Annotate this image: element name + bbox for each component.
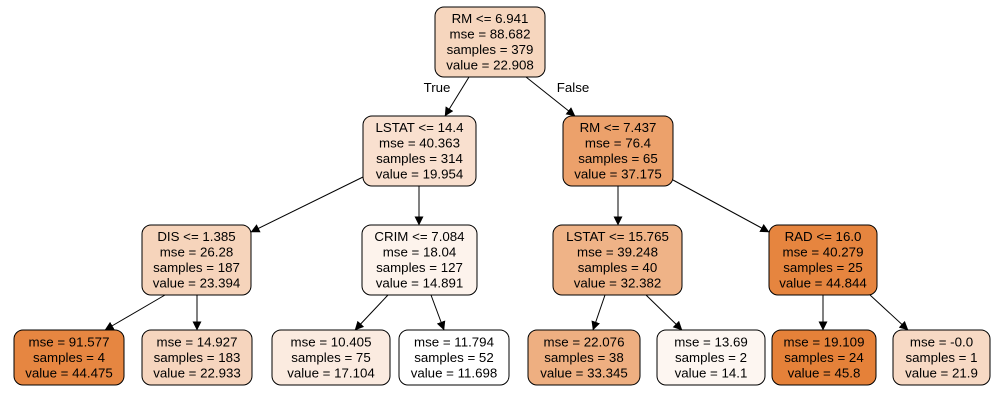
node-box: [552, 224, 683, 296]
node-line: samples = 52: [414, 350, 493, 365]
node-line: value = 22.908: [446, 58, 534, 73]
node-box: [768, 224, 878, 296]
node-line: value = 44.844: [779, 276, 867, 291]
node-line: value = 19.954: [376, 167, 464, 182]
node-line: RM <= 7.437: [580, 120, 657, 135]
edge-n3-to-n7: [104, 294, 166, 331]
node-line: value = 33.345: [540, 365, 628, 380]
node-box: [562, 115, 674, 187]
node-line: samples = 65: [578, 151, 657, 166]
node-line: samples = 127: [376, 260, 463, 275]
edge-n0-to-n1: [444, 76, 470, 117]
node-line: LSTAT <= 15.765: [566, 229, 669, 244]
node-line: RM <= 6.941: [452, 11, 529, 26]
node-box: [13, 329, 125, 386]
node-line: value = 14.1: [675, 365, 748, 380]
node-line: value = 11.698: [411, 365, 498, 380]
node-line: value = 14.891: [376, 276, 464, 291]
node-line: mse = 18.04: [383, 245, 457, 260]
edges-layer: True False: [104, 76, 909, 331]
node-line: value = 32.382: [574, 276, 662, 291]
node-line: value = 21.9: [905, 365, 978, 380]
edge-n2-to-n6: [672, 179, 770, 233]
node-line: samples = 24: [784, 350, 863, 365]
node-line: samples = 40: [578, 260, 657, 275]
node-box: [141, 329, 253, 386]
node-line: LSTAT <= 14.4: [376, 120, 464, 135]
node-line: mse = 40.279: [783, 245, 864, 260]
node-box: [271, 329, 391, 386]
node-box: [361, 224, 478, 296]
node-line: samples = 1: [905, 350, 977, 365]
node-line: RAD <= 16.0: [785, 229, 862, 244]
edge-n5-to-n11: [591, 294, 606, 331]
node-line: samples = 4: [33, 350, 105, 365]
node-box: [892, 329, 991, 386]
node-box: [527, 329, 641, 386]
node-line: samples = 379: [447, 42, 534, 57]
edge-n4-to-n9: [354, 294, 389, 331]
node-line: samples = 314: [376, 151, 463, 166]
node-line: samples = 38: [544, 350, 623, 365]
node-line: mse = 11.794: [414, 334, 494, 349]
edge-n6-to-n14: [869, 294, 909, 331]
node-line: CRIM <= 7.084: [374, 229, 464, 244]
node-line: samples = 75: [291, 350, 370, 365]
node-line: value = 22.933: [153, 365, 241, 380]
node-box: [771, 329, 877, 386]
node-line: mse = 19.109: [784, 334, 865, 349]
node-line: mse = 26.28: [160, 245, 234, 260]
node-line: mse = -0.0: [910, 334, 973, 349]
node-line: mse = 39.248: [577, 245, 658, 260]
edge-label-false: False: [557, 80, 590, 95]
node-box: [656, 329, 766, 386]
node-line: mse = 91.577: [29, 334, 110, 349]
edge-n0-to-n2: [525, 76, 576, 117]
node-line: mse = 10.405: [291, 334, 372, 349]
node-line: mse = 40.363: [379, 136, 460, 151]
node-line: mse = 14.927: [157, 334, 238, 349]
node-line: value = 45.8: [788, 365, 861, 380]
node-line: mse = 76.4: [585, 136, 651, 151]
node-box: [141, 224, 252, 296]
node-line: samples = 25: [783, 260, 862, 275]
node-box: [434, 6, 546, 78]
node-line: value = 37.175: [574, 167, 662, 182]
node-line: samples = 183: [154, 350, 241, 365]
node-line: samples = 2: [675, 350, 747, 365]
node-line: mse = 88.682: [450, 27, 531, 42]
node-line: value = 17.104: [287, 365, 375, 380]
node-line: value = 44.475: [25, 365, 113, 380]
node-line: value = 23.394: [153, 276, 241, 291]
node-line: mse = 22.076: [544, 334, 625, 349]
node-line: samples = 187: [153, 260, 240, 275]
edge-n5-to-n12: [645, 294, 683, 331]
edge-n4-to-n10: [430, 294, 446, 331]
node-line: DIS <= 1.385: [157, 229, 235, 244]
node-line: mse = 13.69: [674, 334, 748, 349]
edge-n1-to-n3: [250, 176, 364, 233]
node-box: [362, 115, 477, 187]
node-box: [398, 329, 510, 386]
edge-label-true: True: [424, 80, 451, 95]
